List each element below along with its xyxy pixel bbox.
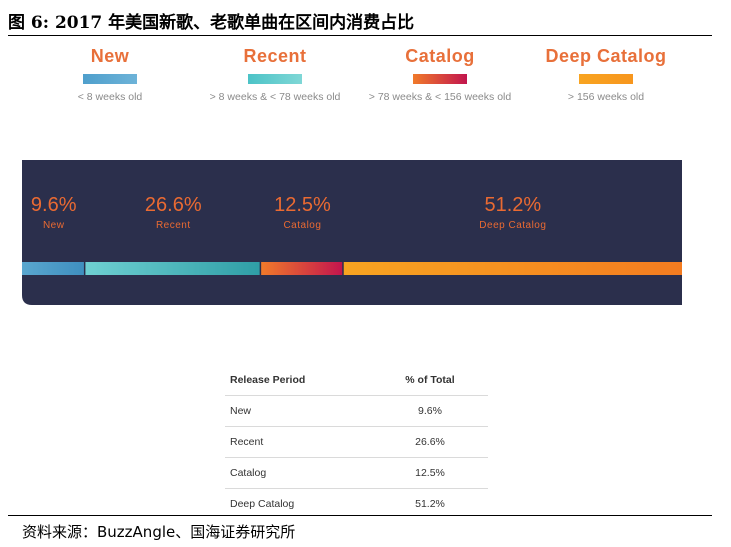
data-label: 12.5% [274,194,331,216]
bottom-rule [8,515,712,516]
row-percent: 51.2% [415,498,445,510]
legend-desc: > 8 weeks & < 78 weeks old [209,91,341,103]
legend-item-recent: Recent > 8 weeks & < 78 weeks old [190,46,360,103]
data-label: 26.6% [144,194,202,216]
table-row: Recent 26.6% [225,427,488,458]
segment-label: 51.2% Deep Catalog [458,194,568,231]
bar-segment-recent [85,262,260,275]
segment-label: 9.6% New [0,194,109,231]
segment-label: 12.5% Catalog [247,194,357,231]
category-label: Catalog [283,220,322,231]
stacked-bar-chart [22,160,682,305]
legend-swatch [413,74,467,84]
row-period: New [230,405,252,417]
bar-segment-new [22,262,84,275]
legend-swatch [248,74,302,84]
legend-desc: > 78 weeks & < 156 weeks old [368,91,512,103]
legend-name: Catalog [405,46,475,66]
legend-name: Deep Catalog [545,46,667,66]
row-period: Deep Catalog [230,498,295,510]
top-rule [8,35,712,36]
legend-name: Recent [243,46,307,66]
release-period-table: Release Period % of Total New 9.6% Recen… [225,365,488,519]
legend-swatch [83,74,137,84]
row-percent: 12.5% [415,467,445,479]
row-percent: 26.6% [415,436,445,448]
header-release-period: Release Period [230,374,306,386]
legend-swatch [579,74,633,84]
table-header-row: Release Period % of Total [225,365,488,396]
row-percent: 9.6% [418,405,442,417]
chart-background [22,160,682,305]
data-label: 51.2% [484,194,542,216]
legend-desc: > 156 weeks old [567,91,645,103]
segment-label: 26.6% Recent [118,194,228,231]
legend-item-new: New < 8 weeks old [25,46,195,103]
data-label: 9.6% [30,194,77,216]
bar-segment-deep-catalog [343,262,682,275]
category-label: Deep Catalog [479,220,547,231]
category-label: Recent [155,220,191,231]
row-period: Recent [230,436,264,448]
legend-name: New [90,46,130,66]
figure-title: 图 6: 2017 年美国新歌、老歌单曲在区间内消费占比 [8,13,415,33]
category-label: New [42,220,65,231]
legend-item-catalog: Catalog > 78 weeks & < 156 weeks old [355,46,525,103]
row-period: Catalog [230,467,267,479]
table-row: Catalog 12.5% [225,458,488,489]
bar-segment-catalog [261,262,343,275]
table-row: New 9.6% [225,396,488,427]
stacked-bar-panel: 9.6% New 26.6% Recent 12.5% Catalog 51.2% Deep … [22,160,682,305]
figure-source: 资料来源：BuzzAngle、国海证券研究所 [22,523,296,541]
header-percent-total: % of Total [405,374,455,386]
legend-desc: < 8 weeks old [77,91,143,103]
legend-item-deep-catalog: Deep Catalog > 156 weeks old [521,46,691,103]
table-row: Deep Catalog 51.2% [225,489,488,519]
